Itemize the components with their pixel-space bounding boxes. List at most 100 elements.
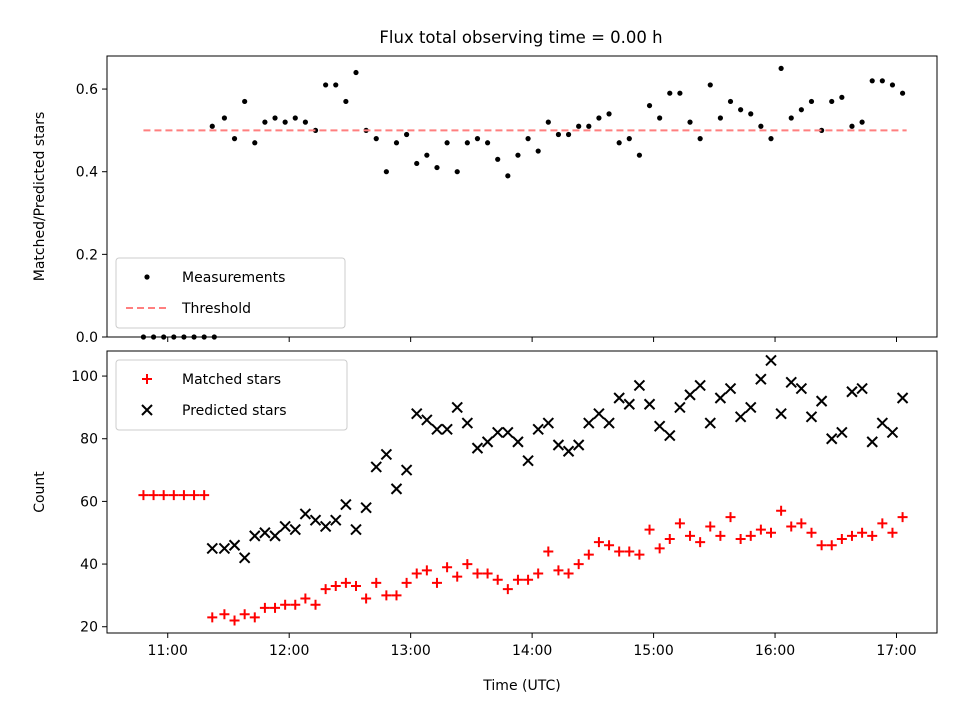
matched-point-14 xyxy=(280,599,291,610)
matched-point-63 xyxy=(776,505,787,516)
predicted-point-67 xyxy=(886,426,899,439)
measurement-point-74 xyxy=(879,78,885,84)
predicted-point-34 xyxy=(552,439,565,451)
matched-point-60 xyxy=(745,530,756,541)
matched-point-73 xyxy=(877,518,888,529)
predicted-point-10 xyxy=(309,514,322,526)
predicted-point-16 xyxy=(370,461,382,473)
measurement-point-17 xyxy=(302,119,308,125)
measurement-point-40 xyxy=(535,148,541,154)
predicted-point-55 xyxy=(765,354,777,367)
predicted-point-61 xyxy=(826,433,838,445)
y-tick-label-0-0: 0.0 xyxy=(76,330,98,346)
measurement-point-1 xyxy=(150,334,157,340)
measurement-point-63 xyxy=(768,136,774,142)
predicted-point-39 xyxy=(603,417,615,429)
matched-point-38 xyxy=(523,574,534,585)
measurement-point-38 xyxy=(515,152,521,158)
predicted-point-63 xyxy=(846,386,858,398)
measurement-point-55 xyxy=(687,119,693,125)
matched-point-4 xyxy=(178,490,189,501)
predicted-point-29 xyxy=(502,426,514,439)
matched-point-74 xyxy=(887,527,898,538)
measurement-point-21 xyxy=(343,98,349,105)
measurement-point-41 xyxy=(545,119,551,125)
y-tick-label-1-2: 60 xyxy=(80,494,98,510)
measurement-point-3 xyxy=(171,334,177,340)
x-tick-label-1-5: 16:00 xyxy=(755,643,795,659)
matched-point-24 xyxy=(381,590,392,601)
measurement-point-61 xyxy=(748,111,754,117)
top-plot-area: 0.0 0.2 0.4 0.6 Matched/Predicted stars Measu… xyxy=(32,55,938,346)
matched-point-75 xyxy=(897,512,908,523)
measurement-point-37 xyxy=(505,173,511,179)
y-tick-label-1-0: 20 xyxy=(80,620,98,636)
measurement-point-76 xyxy=(899,90,906,96)
legend-0 xyxy=(115,257,346,329)
predicted-point-17 xyxy=(380,448,393,461)
predicted-point-58 xyxy=(795,382,808,395)
predicted-point-64 xyxy=(856,382,868,395)
matched-point-36 xyxy=(502,584,513,595)
matched-point-48 xyxy=(624,546,635,557)
legend-1 xyxy=(115,359,348,431)
measurement-point-5 xyxy=(191,334,197,340)
measurement-point-26 xyxy=(393,140,400,146)
predicted-point-38 xyxy=(593,407,605,420)
predicted-point-62 xyxy=(836,426,848,439)
top-chart-title: Flux total observing time = 0.00 h xyxy=(379,28,662,47)
predicted-point-8 xyxy=(289,523,301,536)
measurement-point-47 xyxy=(606,111,612,117)
predicted-point-2 xyxy=(228,539,241,551)
matched-point-46 xyxy=(604,540,615,551)
y-axis-label-1: Count xyxy=(32,471,48,513)
predicted-point-51 xyxy=(724,382,737,395)
measurement-point-27 xyxy=(404,131,410,138)
predicted-point-26 xyxy=(471,442,484,454)
matched-point-39 xyxy=(533,568,544,579)
measurement-point-36 xyxy=(495,156,501,162)
predicted-point-59 xyxy=(805,411,818,423)
matched-point-66 xyxy=(806,527,817,538)
measurement-point-9 xyxy=(221,115,228,121)
predicted-point-13 xyxy=(340,498,352,511)
measurement-point-14 xyxy=(272,115,278,121)
measurement-point-35 xyxy=(484,140,491,146)
measurement-point-59 xyxy=(727,98,734,105)
measurement-point-42 xyxy=(555,131,562,138)
measurement-point-64 xyxy=(778,65,784,71)
matched-point-22 xyxy=(361,593,372,604)
measurement-point-46 xyxy=(596,115,602,121)
predicted-point-68 xyxy=(896,392,909,404)
predicted-point-33 xyxy=(542,417,555,429)
matched-point-10 xyxy=(239,609,250,620)
measurement-point-15 xyxy=(282,119,288,125)
matched-point-1 xyxy=(148,490,159,501)
measurement-point-75 xyxy=(889,82,896,88)
x-tick-label-1-2: 13:00 xyxy=(390,643,430,659)
measurement-point-18 xyxy=(312,127,319,133)
measurement-point-12 xyxy=(252,140,258,146)
matched-point-57 xyxy=(715,530,726,541)
matched-point-30 xyxy=(442,562,453,573)
matched-point-45 xyxy=(593,537,604,548)
y-tick-label-1-1: 40 xyxy=(80,557,98,573)
measurement-point-66 xyxy=(798,107,804,113)
predicted-point-60 xyxy=(815,395,828,407)
matched-point-32 xyxy=(462,559,473,570)
matched-point-47 xyxy=(614,546,625,557)
y-tick-label-0-1: 0.2 xyxy=(76,247,98,263)
measurement-point-51 xyxy=(646,102,653,109)
measurement-point-49 xyxy=(626,136,632,142)
measurement-point-31 xyxy=(444,140,450,146)
axes-frame-1 xyxy=(106,350,938,634)
x-tick-label-1-1: 12:00 xyxy=(269,643,309,659)
matched-point-7 xyxy=(207,612,218,623)
measurement-point-56 xyxy=(697,136,703,142)
matched-point-5 xyxy=(189,490,200,501)
predicted-point-40 xyxy=(613,392,625,404)
predicted-point-48 xyxy=(694,379,706,392)
predicted-point-28 xyxy=(491,426,504,439)
bottom-plot-area: 20 40 60 80 100 11:00 12:00 13:00 14:00 15:00 16:0… xyxy=(32,350,938,694)
measurement-point-34 xyxy=(474,136,481,142)
